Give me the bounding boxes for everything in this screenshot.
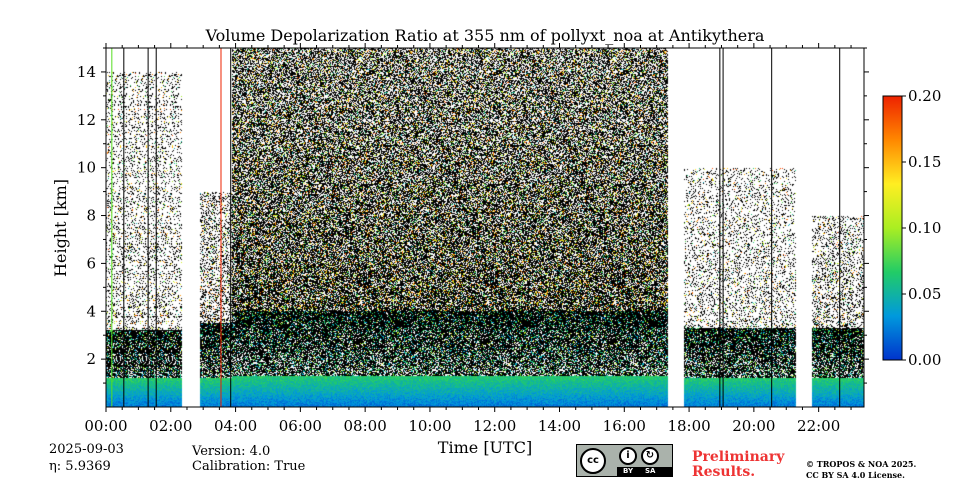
x-tick-label: 00:00 — [84, 417, 127, 435]
x-tick-label: 02:00 — [149, 417, 192, 435]
y-tick-label: 4 — [86, 302, 96, 320]
calibration-info: Calibration: True — [192, 459, 306, 474]
y-axis-label: Height [km] — [51, 179, 70, 277]
x-tick-label: 22:00 — [797, 417, 840, 435]
measurement-date: 2025-09-03 — [49, 442, 124, 457]
x-tick-label: 08:00 — [344, 417, 387, 435]
colorbar-tick-label: 0.05 — [908, 285, 941, 303]
x-tick-label: 16:00 — [603, 417, 646, 435]
x-axis-label: Time [UTC] — [438, 438, 532, 457]
x-tick-label: 20:00 — [732, 417, 775, 435]
x-tick-label: 06:00 — [279, 417, 322, 435]
x-tick-label: 04:00 — [214, 417, 257, 435]
preliminary-label-line1: Preliminary — [692, 449, 785, 465]
x-tick-label: 18:00 — [667, 417, 710, 435]
x-tick-label: 12:00 — [473, 417, 516, 435]
cc-logo-icon: cc — [580, 448, 606, 474]
plot-area — [105, 47, 865, 408]
version-info: Version: 4.0 — [192, 444, 271, 459]
colorbar-tick-label: 0.20 — [908, 87, 941, 105]
colorbar-gradient — [882, 95, 903, 361]
x-tick-label: 14:00 — [538, 417, 581, 435]
cc-by-sa-icon: cc i ↻ BY SA — [576, 444, 673, 477]
cc-strip — [617, 467, 672, 476]
colorbar-tick-label: 0.15 — [908, 153, 941, 171]
sa-label: SA — [645, 467, 656, 475]
share-alike-icon: ↻ — [641, 447, 659, 465]
copyright-line2: CC BY SA 4.0 License. — [806, 470, 905, 480]
colorbar: 0.00 0.05 0.10 0.15 0.20 — [882, 87, 941, 369]
y-tick-label: 10 — [77, 159, 96, 177]
plot-frame — [105, 47, 865, 408]
eta-value: η: 5.9369 — [49, 459, 111, 474]
y-tick-label: 8 — [86, 207, 96, 225]
chart-title: Volume Depolarization Ratio at 355 nm of… — [205, 26, 765, 45]
depolarization-heatmap — [106, 48, 864, 407]
attribution-icon: i — [619, 447, 637, 465]
x-tick-label: 10:00 — [408, 417, 451, 435]
y-tick-label: 2 — [86, 350, 96, 368]
colorbar-tick-label: 0.10 — [908, 219, 941, 237]
colorbar-tick-label: 0.00 — [908, 351, 941, 369]
preliminary-label-line2: Results. — [692, 464, 756, 480]
by-label: BY — [623, 467, 634, 475]
y-tick-label: 14 — [77, 63, 96, 81]
y-tick-label: 6 — [86, 254, 96, 272]
copyright-line1: © TROPOS & NOA 2025. — [806, 459, 917, 469]
y-tick-label: 12 — [77, 111, 96, 129]
